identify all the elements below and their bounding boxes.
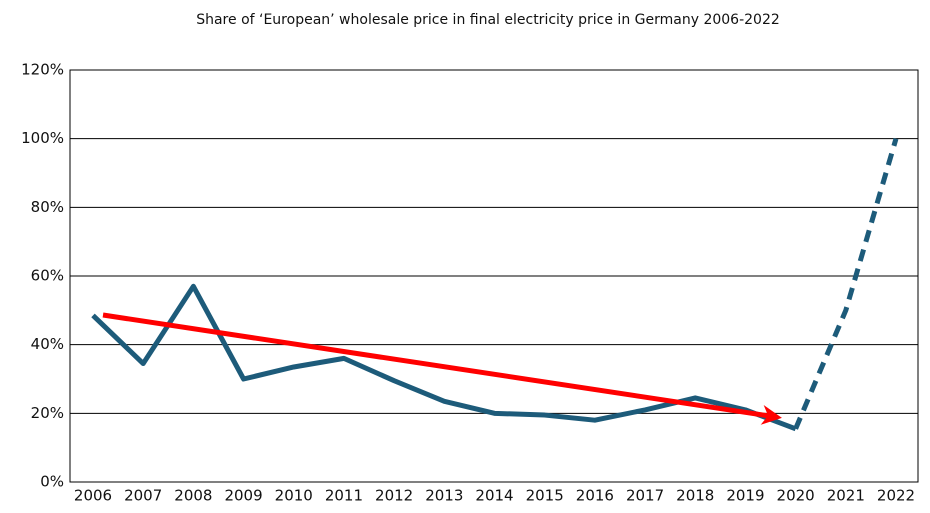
chart-title: Share of ‘European’ wholesale price in f…: [196, 12, 780, 28]
x-tick-label: 2015: [526, 487, 564, 505]
x-tick-label: 2022: [877, 487, 915, 505]
x-tick-label: 2012: [375, 487, 413, 505]
x-tick-label: 2013: [425, 487, 463, 505]
x-tick-label: 2020: [777, 487, 815, 505]
x-tick-label: 2014: [475, 487, 513, 505]
series-line-dashed: [793, 137, 899, 430]
x-tick-label: 2009: [224, 487, 262, 505]
y-tick-label: 0%: [40, 473, 64, 491]
y-tick-label: 40%: [31, 335, 64, 353]
y-tick-label: 80%: [31, 198, 64, 216]
series-line: [91, 283, 797, 432]
y-tick-label: 120%: [21, 61, 64, 79]
x-tick-label: 2019: [726, 487, 764, 505]
trend-arrow: [102, 312, 782, 425]
x-tick-label: 2021: [827, 487, 865, 505]
x-tick-label: 2007: [124, 487, 162, 505]
x-tick-label: 2016: [576, 487, 614, 505]
x-tick-label: 2017: [626, 487, 664, 505]
y-tick-label: 100%: [21, 129, 64, 147]
y-tick-label: 60%: [31, 267, 64, 285]
x-tick-label: 2018: [676, 487, 714, 505]
x-tick-label: 2011: [325, 487, 363, 505]
x-tick-label: 2010: [275, 487, 313, 505]
x-tick-label: 2008: [174, 487, 212, 505]
y-tick-label: 20%: [31, 404, 64, 422]
x-tick-label: 2006: [74, 487, 112, 505]
